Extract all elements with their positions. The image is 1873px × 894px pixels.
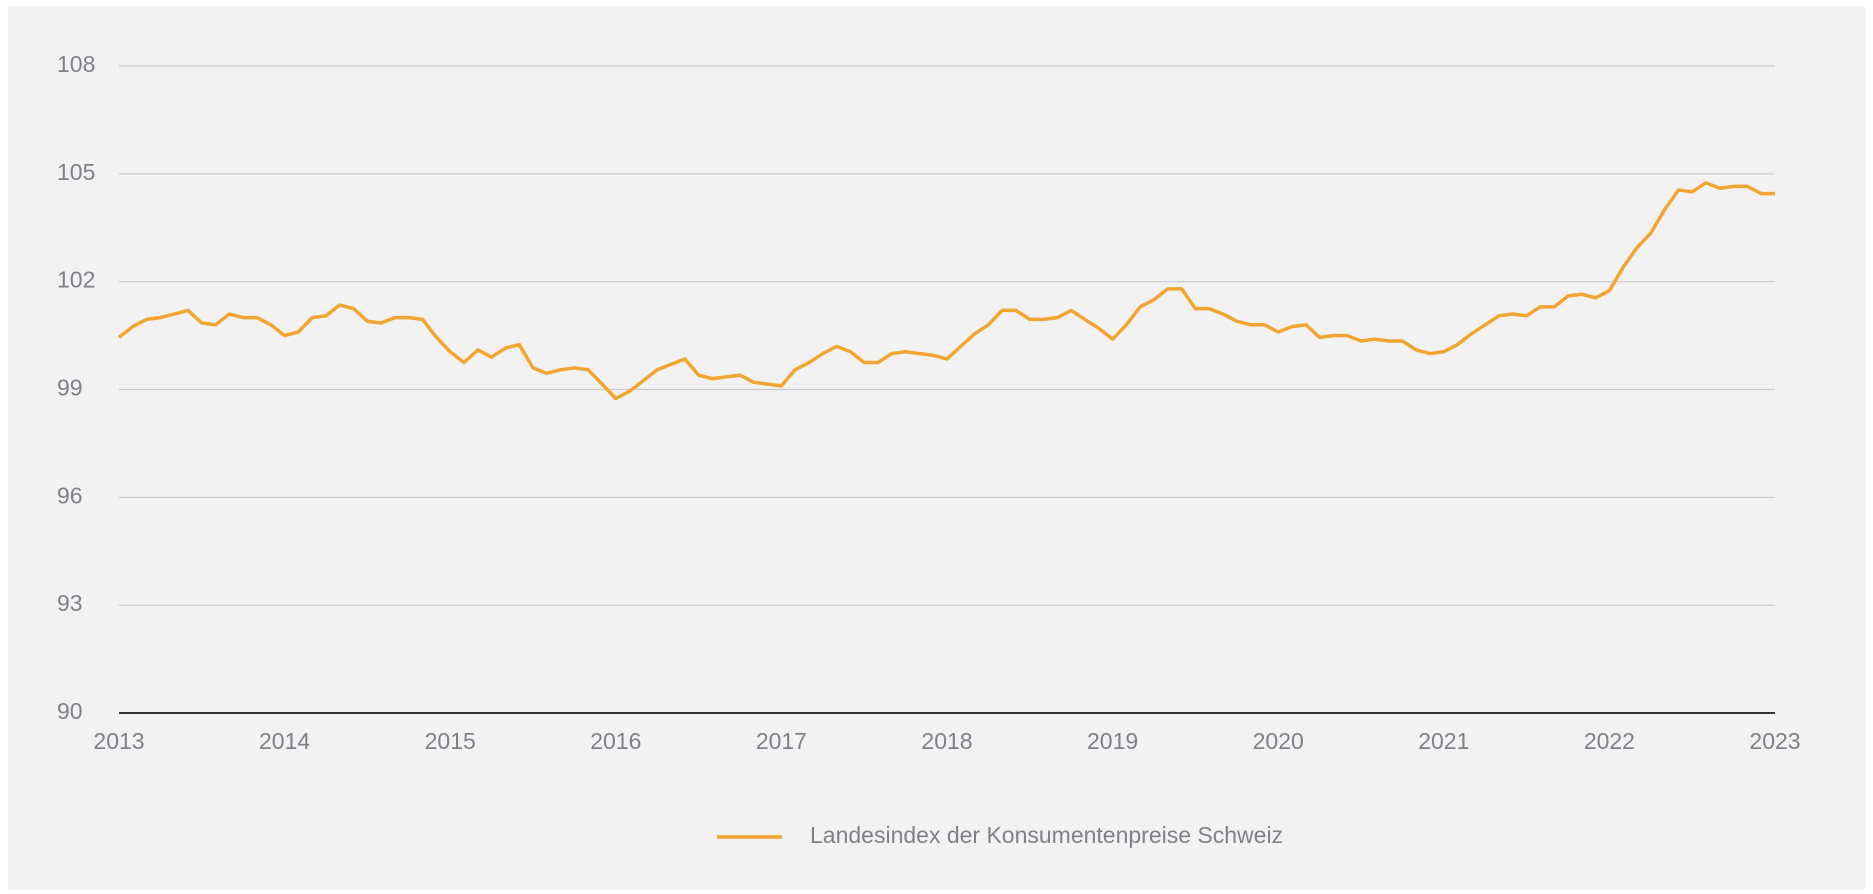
x-tick-label: 2014 (259, 728, 310, 754)
chart-background (8, 6, 1865, 890)
y-tick-label: 99 (57, 375, 83, 401)
x-tick-label: 2017 (756, 728, 807, 754)
x-tick-label: 2016 (590, 728, 641, 754)
x-tick-label: 2023 (1749, 728, 1800, 754)
y-tick-label: 93 (57, 590, 83, 616)
y-tick-label: 96 (57, 482, 83, 508)
y-tick-label: 108 (57, 51, 95, 77)
y-tick-label: 105 (57, 159, 95, 185)
y-tick-label: 102 (57, 267, 95, 293)
y-tick-label: 90 (57, 698, 83, 724)
x-tick-label: 2022 (1584, 728, 1635, 754)
x-tick-label: 2018 (921, 728, 972, 754)
x-tick-label: 2015 (425, 728, 476, 754)
line-series (117, 181, 1775, 401)
x-tick-label: 2013 (93, 728, 144, 754)
x-tick-label: 2019 (1087, 728, 1138, 754)
legend-label: Landesindex der Konsumentenpreise Schwei… (810, 822, 1283, 848)
x-tick-label: 2021 (1418, 728, 1469, 754)
x-tick-label: 2020 (1253, 728, 1304, 754)
